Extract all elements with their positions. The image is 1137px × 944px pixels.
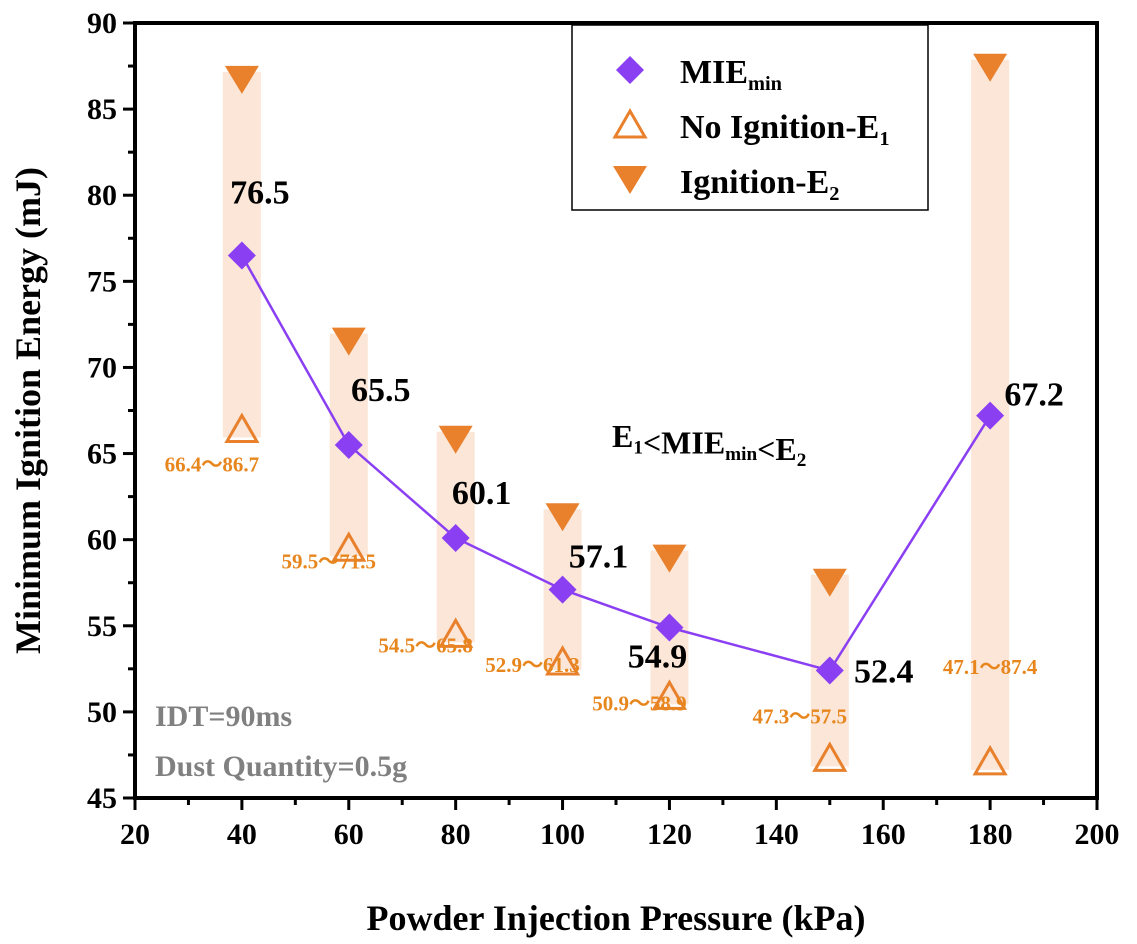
y-tick-label: 90 — [87, 7, 117, 40]
x-tick-label: 160 — [861, 818, 906, 851]
legend-mie-marker — [616, 56, 644, 84]
range-label: 47.3～57.5 — [753, 704, 848, 728]
mie-marker — [976, 401, 1005, 430]
legend-e1-label: No Ignition-E1 — [680, 109, 890, 150]
y-axis-label: Minimum Ignition Energy (mJ) — [8, 167, 48, 654]
mie-marker — [227, 241, 256, 270]
x-tick-label: 40 — [227, 818, 257, 851]
inequality-annotation: E1<MIEmin<E2 — [612, 418, 806, 471]
ignition-e2-marker — [438, 425, 473, 454]
mie-value-label: 57.1 — [569, 539, 629, 576]
x-tick-label: 20 — [120, 818, 150, 851]
y-tick-label: 70 — [87, 351, 117, 384]
range-label: 59.5～71.5 — [282, 549, 377, 573]
y-tick-label: 65 — [87, 438, 117, 471]
range-label: 50.9～58.9 — [592, 691, 687, 715]
mie-value-label: 65.5 — [351, 372, 411, 409]
mie-value-label: 54.9 — [628, 639, 688, 676]
x-tick-label: 180 — [968, 818, 1013, 851]
x-tick-label: 200 — [1075, 818, 1120, 851]
range-label: 66.4～86.7 — [165, 452, 260, 476]
x-tick-label: 120 — [647, 818, 692, 851]
mie-marker — [655, 613, 684, 642]
range-label: 47.1～87.4 — [943, 655, 1038, 679]
mie-marker — [334, 430, 363, 459]
y-tick-label: 45 — [87, 782, 117, 815]
note-idt: IDT=90ms — [155, 700, 292, 733]
y-tick-label: 85 — [87, 93, 117, 126]
legend-e2-label: Ignition-E2 — [680, 164, 839, 205]
legend-e2-marker — [613, 166, 647, 194]
legend-mie-label: MIEmin — [680, 54, 783, 95]
y-tick-label: 55 — [87, 610, 117, 643]
no-ignition-e1-marker — [812, 741, 848, 772]
no-ignition-e1-marker — [651, 679, 688, 710]
x-axis-label: Powder Injection Pressure (kPa) — [367, 898, 866, 938]
no-ignition-e1-marker — [972, 744, 1008, 776]
x-tick-label: 80 — [441, 818, 471, 851]
y-tick-label: 75 — [87, 265, 117, 298]
mie-value-label: 67.2 — [1004, 377, 1064, 414]
ignition-e2-marker — [652, 544, 687, 573]
x-tick-label: 100 — [540, 818, 585, 851]
ignition-e2-marker — [973, 53, 1008, 82]
ignition-e2-marker — [224, 65, 259, 94]
range-label: 52.9～61.3 — [485, 653, 580, 677]
legend-e1-marker — [612, 107, 648, 139]
ignition-e2-marker — [331, 327, 366, 356]
y-tick-label: 60 — [87, 524, 117, 557]
note-dust-quantity: Dust Quantity=0.5g — [155, 750, 407, 783]
mie-value-label: 52.4 — [854, 654, 914, 691]
range-label: 54.5～65.8 — [378, 633, 473, 657]
no-ignition-e1-marker — [544, 644, 581, 676]
mie-marker — [548, 575, 577, 604]
x-tick-label: 60 — [334, 818, 364, 851]
y-tick-label: 50 — [87, 696, 117, 729]
x-tick-label: 140 — [754, 818, 799, 851]
no-ignition-e1-marker — [438, 617, 474, 648]
mie-value-label: 60.1 — [452, 475, 512, 512]
mie-marker — [815, 656, 844, 685]
ignition-e2-marker — [545, 503, 580, 532]
mie-marker — [441, 523, 470, 552]
ignition-e2-marker — [812, 568, 847, 597]
y-tick-label: 80 — [87, 179, 117, 212]
no-ignition-e1-marker — [224, 412, 260, 443]
mie-value-label: 76.5 — [230, 175, 290, 212]
no-ignition-e1-marker — [331, 531, 367, 562]
